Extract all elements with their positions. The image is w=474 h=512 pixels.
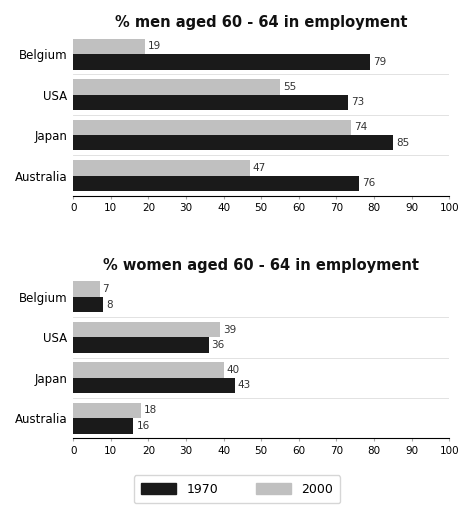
- Bar: [73, 95, 347, 110]
- Text: 74: 74: [355, 122, 368, 133]
- Bar: [73, 322, 220, 337]
- Text: 8: 8: [106, 300, 113, 310]
- Text: 47: 47: [253, 163, 266, 173]
- Title: % women aged 60 - 64 in employment: % women aged 60 - 64 in employment: [103, 258, 419, 273]
- Bar: [73, 135, 393, 151]
- Text: 76: 76: [362, 178, 375, 188]
- Bar: [73, 378, 235, 393]
- Text: 55: 55: [283, 82, 296, 92]
- Bar: [73, 282, 100, 297]
- Text: 40: 40: [227, 365, 240, 375]
- Legend: 1970, 2000: 1970, 2000: [134, 475, 340, 503]
- Bar: [73, 120, 351, 135]
- Bar: [73, 176, 359, 191]
- Bar: [73, 79, 280, 95]
- Text: 39: 39: [223, 325, 236, 335]
- Bar: [73, 39, 145, 54]
- Bar: [73, 297, 103, 312]
- Text: 19: 19: [147, 41, 161, 52]
- Text: 79: 79: [373, 57, 386, 67]
- Text: 73: 73: [351, 97, 364, 108]
- Text: 16: 16: [137, 421, 150, 431]
- Bar: [73, 54, 370, 70]
- Text: 85: 85: [396, 138, 409, 148]
- Text: 7: 7: [102, 284, 109, 294]
- Text: 18: 18: [144, 406, 157, 416]
- Bar: [73, 362, 224, 378]
- Bar: [73, 403, 141, 418]
- Text: 36: 36: [211, 340, 225, 350]
- Bar: [73, 337, 209, 353]
- Bar: [73, 418, 133, 434]
- Bar: [73, 160, 250, 176]
- Text: 43: 43: [238, 380, 251, 391]
- Title: % men aged 60 - 64 in employment: % men aged 60 - 64 in employment: [115, 15, 408, 30]
